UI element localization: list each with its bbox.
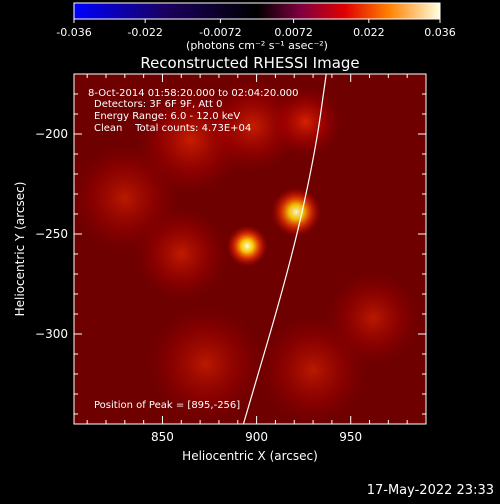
colorbar-units: (photons cm⁻² s⁻¹ asec⁻²) (186, 39, 328, 52)
x-tick-label: 900 (245, 430, 268, 444)
plot-area: 850 900 950 −200 −250 −300 8-Oct-2014 01:58:… (35, 73, 427, 444)
y-tick-label: −200 (35, 127, 68, 141)
colorbar-tick-label: 0.0072 (274, 26, 313, 39)
y-tick-label: −250 (35, 227, 68, 241)
x-tick-label: 850 (151, 430, 174, 444)
annotation-detectors: Detectors: 3F 6F 9F, Att 0 (94, 99, 222, 110)
x-tick-label: 950 (339, 430, 362, 444)
annotation-time-range: 8-Oct-2014 01:58:20.000 to 02:04:20.000 (88, 88, 299, 99)
y-axis-label: Heliocentric Y (arcsec) (13, 182, 27, 317)
colorbar: -0.036 -0.022 -0.0072 0.0072 0.022 0.036 (pho… (56, 2, 456, 52)
x-axis-ticks: 850 900 950 (86, 74, 427, 444)
colorbar-tick-label: -0.036 (56, 26, 91, 39)
plot-frame (73, 73, 427, 425)
chart-title: Reconstructed RHESSI Image (140, 54, 359, 72)
y-axis-ticks: −200 −250 −300 (35, 73, 426, 415)
colorbar-gradient (73, 2, 441, 20)
colorbar-tick-label: 0.022 (353, 26, 385, 39)
solar-limb-line (242, 74, 327, 424)
heatmap-source (268, 84, 343, 160)
colorbar-tick-label: -0.022 (127, 26, 162, 39)
peak-position-label: Position of Peak = [895,-256] (94, 400, 240, 411)
colorbar-tick-label: 0.036 (424, 26, 456, 39)
footer-date: 17-May-2022 23:33 (367, 483, 494, 498)
heatmap-source (226, 225, 268, 267)
annotation-block: 8-Oct-2014 01:58:20.000 to 02:04:20.000 … (88, 88, 299, 134)
heatmap-source (131, 204, 231, 304)
heatmap-source (271, 187, 321, 237)
annotation-energy-range: Energy Range: 6.0 - 12.0 keV (94, 111, 240, 122)
colorbar-ticks: -0.036 -0.022 -0.0072 0.0072 0.022 0.036 (56, 19, 456, 39)
heatmap-source (143, 301, 268, 424)
heatmap-source (323, 268, 423, 368)
x-axis-label: Heliocentric X (arcsec) (182, 449, 318, 463)
annotation-clean-counts: Clean Total counts: 4.73E+04 (94, 123, 251, 134)
y-tick-label: −300 (35, 327, 68, 341)
colorbar-tick-label: -0.0072 (199, 26, 241, 39)
heatmap-sources (74, 76, 423, 424)
